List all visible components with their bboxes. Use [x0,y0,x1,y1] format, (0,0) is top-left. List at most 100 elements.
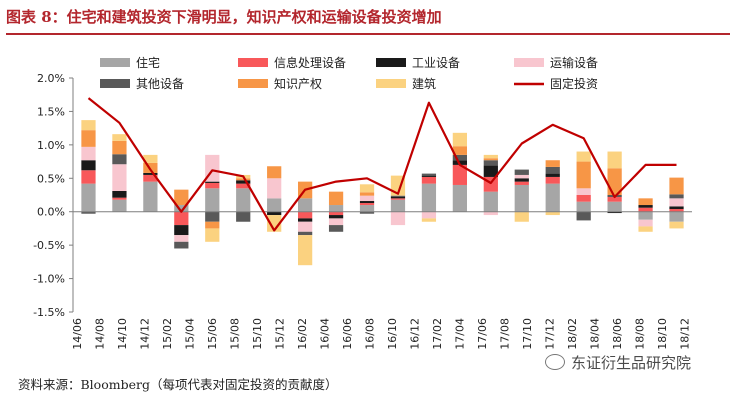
bar-segment [298,235,313,266]
bar-segment [638,198,653,206]
bar-segment [236,183,251,189]
bar-segment [143,154,158,163]
bar-segment [81,160,96,171]
bar-segment [298,231,313,236]
legend-swatch [514,58,544,67]
bar-segment [545,173,560,177]
bar-segment [143,181,158,212]
watermark-logo-icon [545,354,565,370]
x-tick-label: 16/04 [319,318,332,350]
bar-segment [421,176,437,184]
bar-segment [421,218,437,222]
x-tick-label: 14/10 [116,318,129,350]
watermark: 东证衍生品研究院 [545,352,691,373]
legend-swatch [238,58,268,67]
bar-segment [298,198,313,212]
bar-segment [112,199,127,212]
x-tick-label: 17/12 [544,318,557,350]
bar-segment [421,211,437,219]
bar-segment [669,198,684,207]
bar-segment [638,207,653,212]
bar-segment [390,197,406,199]
x-tick-label: 14/06 [71,318,84,350]
bar-segment [205,188,220,212]
bar-segment [452,184,467,212]
x-tick-label: 17/02 [431,318,444,350]
bar-segment [545,176,560,184]
bar-segment [576,195,591,202]
legend-label: 其他设备 [136,77,184,91]
bar-segment [81,170,96,184]
bar-segment [390,195,406,198]
bar-segment [267,166,282,179]
source-note: 资料来源：Bloomberg（每项代表对固定投资的贡献度） [18,377,338,392]
bar-segment [669,177,684,195]
bar-segment [607,211,622,214]
x-tick-label: 16/12 [409,318,422,350]
bar-segment [328,211,344,216]
bar-segment [298,218,313,222]
bar-segment [638,226,653,232]
bar-segment [359,203,375,206]
bar-segment [514,174,529,179]
bar-segment [205,228,220,242]
fixed-investment-line-group [87,97,677,232]
x-tick-label: 18/06 [611,318,624,350]
bar-segment [81,120,96,131]
fixed-investment-line [87,97,677,232]
bar-segment [81,130,96,147]
bar-segment [112,154,127,165]
bar-segment [452,164,467,185]
bar-segment [205,182,220,189]
bar-segment [514,169,529,175]
y-tick-label: -1.0% [33,273,65,286]
bar-segment [483,191,498,212]
x-tick-label: 14/12 [139,318,152,350]
bar-segment [298,211,313,219]
x-tick-label: 15/08 [229,318,242,350]
bar-segment [545,211,560,216]
bar-segment [576,161,591,189]
legend-label: 信息处理设备 [274,55,346,70]
bar-segment [359,205,375,212]
bar-segment [359,211,375,214]
bar-segment [576,211,591,221]
bar-segment [112,134,127,141]
x-tick-label: 16/08 [364,318,377,350]
bar-segment [359,195,375,202]
bar-segment [328,218,344,226]
bar-segment [112,140,127,155]
bar-segment [483,154,498,159]
bar-segment [514,181,529,185]
bar-segment [112,164,127,191]
y-tick-label: -0.5% [33,239,65,252]
y-tick-label: 2.0% [37,72,65,85]
x-tick-label: 16/10 [386,318,399,350]
y-tick-label: -1.5% [33,306,65,319]
watermark-text: 东证衍生品研究院 [571,354,692,372]
bar-segment [669,211,684,222]
x-tick-label: 17/06 [476,318,489,350]
y-tick-label: 1.0% [37,139,65,152]
bar-segment [174,225,189,236]
bar-segment [143,172,158,175]
bar-segment [205,211,220,222]
bar-segment [390,211,406,226]
y-tick-label: 0.5% [37,172,65,185]
bars [81,120,684,266]
bar-segment [267,178,282,199]
bar-segment [390,199,406,212]
bar-segment [545,183,560,212]
bar-segment [205,181,220,183]
bar-segment [174,211,189,226]
bar-segment [143,174,158,182]
bar-segment [359,184,375,193]
bar-segment [328,205,344,212]
bar-segment [359,201,375,204]
bar-segment [421,175,437,177]
x-tick-label: 17/10 [521,318,534,350]
x-tick-label: 14/08 [94,318,107,350]
bar-segment [267,215,282,232]
bar-segment [174,189,189,206]
